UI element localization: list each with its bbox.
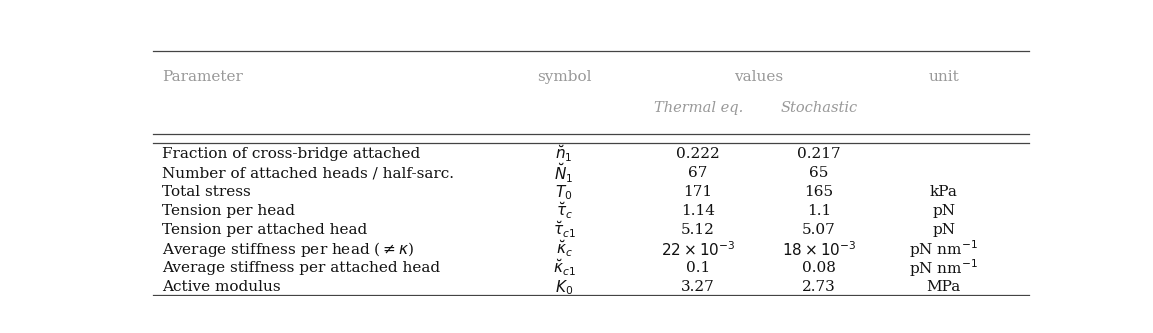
Text: 5.07: 5.07	[801, 223, 836, 237]
Text: $T_0$: $T_0$	[556, 183, 573, 201]
Text: pN nm$^{-1}$: pN nm$^{-1}$	[910, 257, 979, 279]
Text: 1.14: 1.14	[681, 204, 715, 218]
Text: $22 \times 10^{-3}$: $22 \times 10^{-3}$	[661, 240, 736, 259]
Text: values: values	[734, 70, 783, 84]
Text: pN nm$^{-1}$: pN nm$^{-1}$	[910, 238, 979, 260]
Text: $\breve{\kappa}_{c1}$: $\breve{\kappa}_{c1}$	[552, 258, 575, 278]
Text: MPa: MPa	[927, 280, 960, 294]
Text: 0.217: 0.217	[797, 147, 841, 161]
Text: $18 \times 10^{-3}$: $18 \times 10^{-3}$	[782, 240, 856, 259]
Text: 5.12: 5.12	[681, 223, 715, 237]
Text: Thermal eq.: Thermal eq.	[654, 101, 743, 115]
Text: 0.222: 0.222	[677, 147, 719, 161]
Text: 0.08: 0.08	[801, 261, 836, 275]
Text: $\breve{\tau}_c$: $\breve{\tau}_c$	[556, 201, 573, 221]
Text: Tension per attached head: Tension per attached head	[161, 223, 368, 237]
Text: 65: 65	[809, 166, 829, 180]
Text: kPa: kPa	[930, 185, 958, 199]
Text: Total stress: Total stress	[161, 185, 250, 199]
Text: 3.27: 3.27	[681, 280, 715, 294]
Text: Average stiffness per head ($\neq \kappa$): Average stiffness per head ($\neq \kappa…	[161, 240, 414, 259]
Text: $\breve{\tau}_{c1}$: $\breve{\tau}_{c1}$	[552, 220, 575, 240]
Text: 0.1: 0.1	[686, 261, 710, 275]
Text: $\breve{\kappa}_c$: $\breve{\kappa}_c$	[556, 239, 573, 259]
Text: Tension per head: Tension per head	[161, 204, 295, 218]
Text: Fraction of cross-bridge attached: Fraction of cross-bridge attached	[161, 147, 420, 161]
Text: Average stiffness per attached head: Average stiffness per attached head	[161, 261, 440, 275]
Text: 2.73: 2.73	[801, 280, 836, 294]
Text: pN: pN	[933, 204, 956, 218]
Text: Stochastic: Stochastic	[781, 101, 858, 115]
Text: $\breve{N}_1$: $\breve{N}_1$	[555, 162, 574, 185]
Text: 165: 165	[804, 185, 834, 199]
Text: Number of attached heads / half-sarc.: Number of attached heads / half-sarc.	[161, 166, 454, 180]
Text: symbol: symbol	[537, 70, 591, 84]
Text: pN: pN	[933, 223, 956, 237]
Text: 1.1: 1.1	[807, 204, 831, 218]
Text: unit: unit	[928, 70, 959, 84]
Text: $\breve{n}_1$: $\breve{n}_1$	[556, 144, 573, 164]
Text: Parameter: Parameter	[161, 70, 243, 84]
Text: 67: 67	[688, 166, 708, 180]
Text: 171: 171	[684, 185, 713, 199]
Text: $K_0$: $K_0$	[555, 278, 573, 297]
Text: Active modulus: Active modulus	[161, 280, 280, 294]
